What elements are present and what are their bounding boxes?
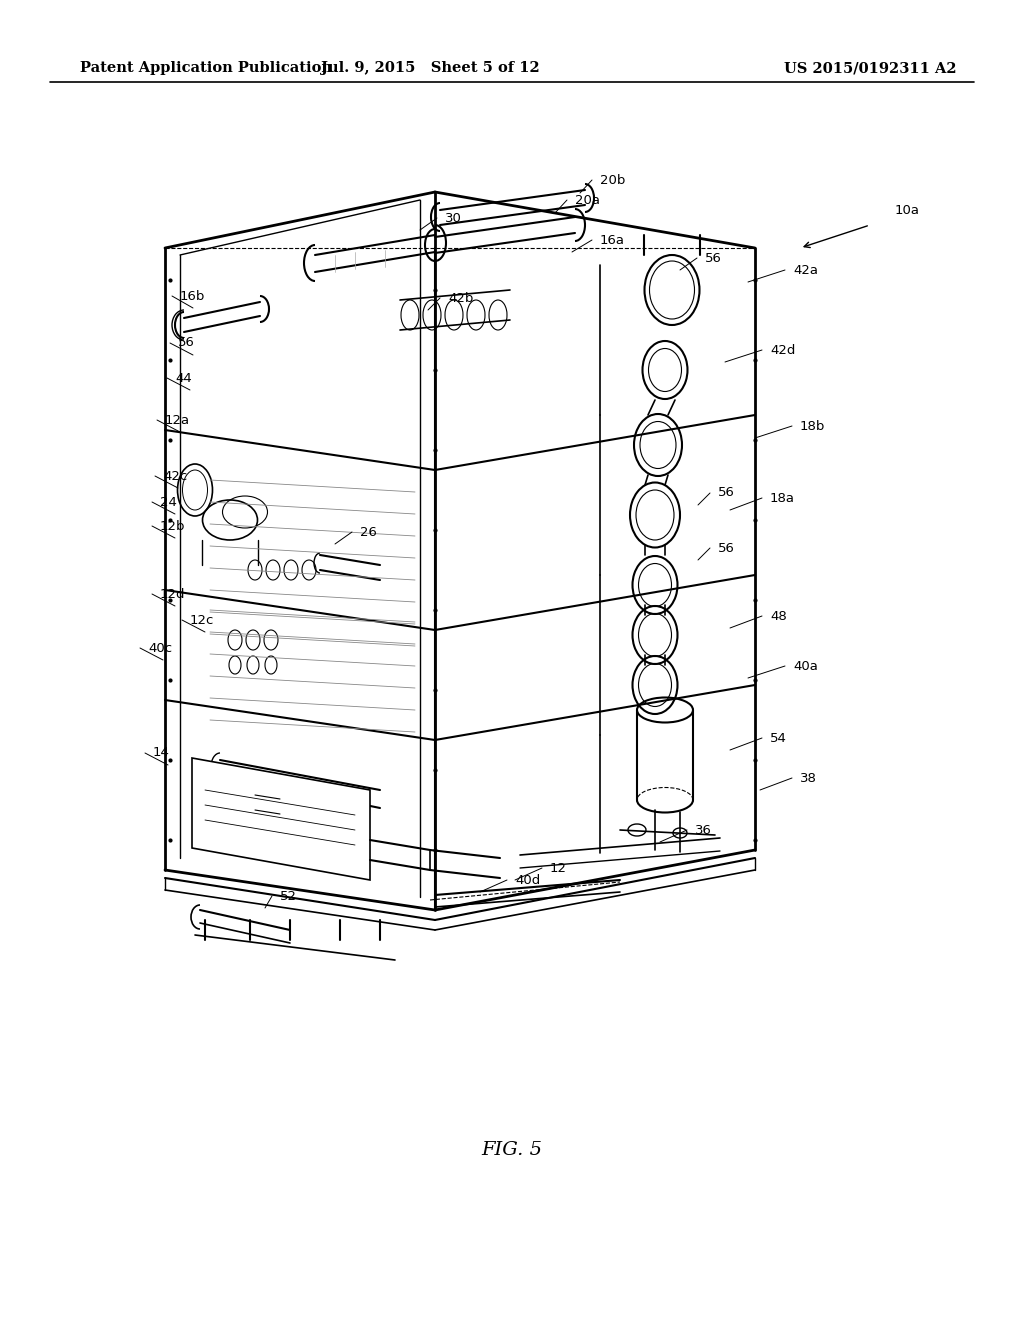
Text: 56: 56 — [705, 252, 722, 264]
Text: 14: 14 — [153, 747, 170, 759]
Text: 56: 56 — [178, 337, 195, 350]
Text: 20a: 20a — [575, 194, 600, 206]
Text: 36: 36 — [695, 824, 712, 837]
Text: 38: 38 — [800, 771, 817, 784]
Text: 40d: 40d — [515, 874, 541, 887]
Text: 42a: 42a — [793, 264, 818, 276]
Text: US 2015/0192311 A2: US 2015/0192311 A2 — [783, 61, 956, 75]
Text: 56: 56 — [718, 487, 735, 499]
Text: 18a: 18a — [770, 491, 795, 504]
Text: 24: 24 — [160, 495, 177, 508]
Text: Patent Application Publication: Patent Application Publication — [80, 61, 332, 75]
Text: 16b: 16b — [180, 289, 206, 302]
Text: 40a: 40a — [793, 660, 818, 672]
Text: 16a: 16a — [600, 234, 625, 247]
Text: 30: 30 — [445, 211, 462, 224]
Text: 12b: 12b — [160, 520, 185, 532]
Text: 12c: 12c — [190, 614, 214, 627]
Text: 54: 54 — [770, 731, 786, 744]
Text: 48: 48 — [770, 610, 786, 623]
Text: 42c: 42c — [163, 470, 187, 483]
Text: 12a: 12a — [165, 413, 190, 426]
Polygon shape — [193, 758, 370, 880]
Text: 40c: 40c — [148, 642, 172, 655]
Text: 10a: 10a — [895, 203, 920, 216]
Text: 18b: 18b — [800, 420, 825, 433]
Text: 56: 56 — [718, 541, 735, 554]
Text: 44: 44 — [175, 371, 191, 384]
Text: FIG. 5: FIG. 5 — [481, 1140, 543, 1159]
Text: 26: 26 — [360, 525, 377, 539]
Text: 42b: 42b — [449, 292, 473, 305]
Text: 12d: 12d — [160, 587, 185, 601]
Text: 20b: 20b — [600, 173, 626, 186]
Text: 52: 52 — [280, 890, 297, 903]
Text: 42d: 42d — [770, 343, 796, 356]
Text: 12: 12 — [550, 862, 567, 874]
Text: Jul. 9, 2015   Sheet 5 of 12: Jul. 9, 2015 Sheet 5 of 12 — [321, 61, 540, 75]
